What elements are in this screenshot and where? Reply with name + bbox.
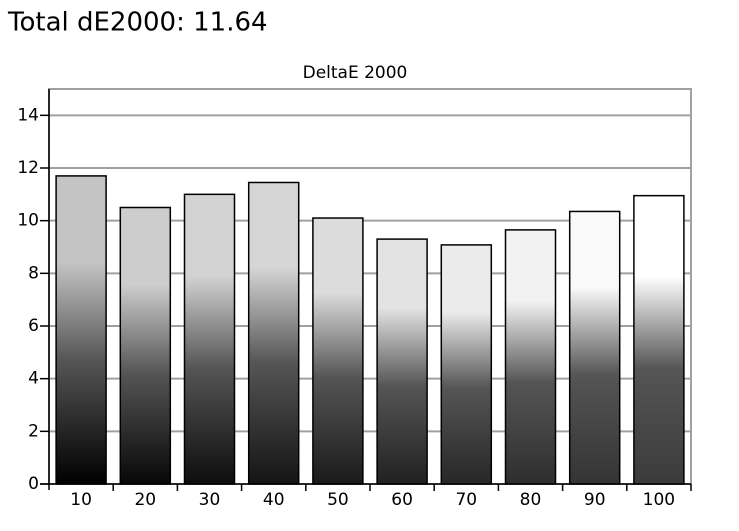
bar bbox=[376, 238, 428, 485]
bar bbox=[312, 217, 364, 485]
bar bbox=[55, 175, 107, 485]
y-tick-label: 2 bbox=[28, 421, 39, 441]
x-tick-label: 80 bbox=[520, 490, 542, 510]
x-tick-label: 20 bbox=[134, 490, 156, 510]
chart-title: DeltaE 2000 bbox=[303, 63, 408, 83]
x-tick-label: 90 bbox=[584, 490, 606, 510]
y-tick-label: 6 bbox=[28, 316, 39, 336]
bar bbox=[568, 210, 621, 485]
y-tick-label: 12 bbox=[17, 158, 39, 178]
x-tick-label: 70 bbox=[455, 490, 477, 510]
y-tick-label: 0 bbox=[28, 474, 39, 494]
x-tick-label: 30 bbox=[199, 490, 221, 510]
bar bbox=[183, 193, 236, 485]
x-tick-label: 40 bbox=[263, 490, 285, 510]
x-tick-label: 60 bbox=[391, 490, 413, 510]
y-tick-label: 8 bbox=[28, 263, 39, 283]
bar bbox=[440, 244, 493, 485]
page-title: Total dE2000: 11.64 bbox=[7, 8, 268, 38]
y-tick-label: 14 bbox=[17, 105, 39, 125]
bar bbox=[247, 181, 300, 485]
bar bbox=[119, 206, 172, 485]
bar bbox=[633, 194, 685, 485]
y-tick-label: 10 bbox=[17, 211, 39, 231]
y-tick-label: 4 bbox=[28, 369, 39, 389]
x-tick-label: 10 bbox=[70, 490, 92, 510]
x-tick-label: 100 bbox=[643, 490, 675, 510]
bar bbox=[504, 229, 557, 485]
x-tick-label: 50 bbox=[327, 490, 349, 510]
